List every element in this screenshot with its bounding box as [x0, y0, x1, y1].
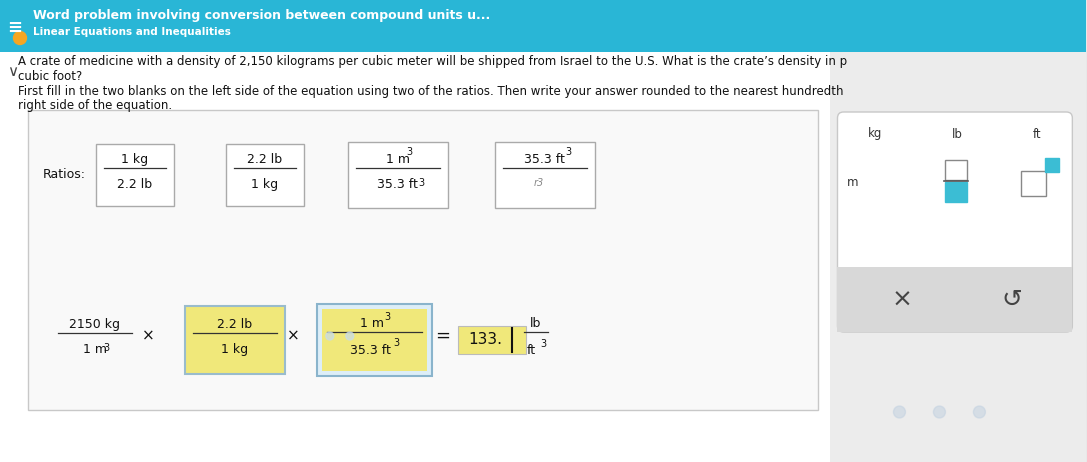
Circle shape: [346, 332, 353, 340]
Text: ×: ×: [892, 287, 913, 311]
Text: 2.2 lb: 2.2 lb: [117, 178, 152, 191]
Text: lb: lb: [530, 317, 541, 330]
Text: ↺: ↺: [1002, 287, 1023, 311]
Text: ×: ×: [141, 328, 154, 344]
Text: 1 kg: 1 kg: [251, 178, 278, 191]
FancyBboxPatch shape: [226, 144, 304, 206]
Text: 133.: 133.: [468, 333, 502, 347]
Text: right side of the equation.: right side of the equation.: [18, 99, 172, 113]
Text: 2.2 lb: 2.2 lb: [217, 318, 252, 331]
Text: 3: 3: [565, 147, 572, 157]
Text: 3: 3: [103, 343, 110, 353]
Text: ∨: ∨: [7, 65, 18, 79]
FancyBboxPatch shape: [946, 160, 967, 180]
Text: Ratios:: Ratios:: [43, 169, 86, 182]
Circle shape: [13, 31, 26, 44]
Text: 1 m: 1 m: [83, 343, 107, 356]
FancyBboxPatch shape: [0, 0, 1086, 52]
Circle shape: [974, 406, 986, 418]
Text: =: =: [435, 327, 450, 345]
Text: ft: ft: [1033, 128, 1041, 140]
Text: 3: 3: [418, 178, 425, 188]
Circle shape: [934, 406, 946, 418]
Text: 2.2 lb: 2.2 lb: [247, 153, 283, 166]
FancyBboxPatch shape: [28, 110, 817, 410]
Text: Word problem involving conversion between compound units u...: Word problem involving conversion betwee…: [33, 10, 490, 23]
Text: ≡: ≡: [7, 19, 22, 37]
FancyBboxPatch shape: [185, 306, 285, 374]
Text: 1 kg: 1 kg: [222, 343, 249, 356]
Text: m: m: [847, 176, 859, 188]
Text: A crate of medicine with a density of 2,150 kilograms per cubic meter will be sh: A crate of medicine with a density of 2,…: [18, 55, 847, 68]
Text: 35.3 ft: 35.3 ft: [350, 344, 391, 357]
Text: ×: ×: [287, 328, 299, 344]
Text: 1 m: 1 m: [360, 317, 384, 330]
Text: 3: 3: [385, 312, 391, 322]
Text: lb: lb: [952, 128, 963, 140]
FancyBboxPatch shape: [0, 52, 1086, 462]
FancyBboxPatch shape: [1022, 171, 1047, 196]
FancyBboxPatch shape: [837, 112, 1073, 332]
FancyBboxPatch shape: [458, 326, 526, 354]
Text: kg: kg: [869, 128, 883, 140]
FancyBboxPatch shape: [0, 52, 1086, 462]
FancyBboxPatch shape: [837, 267, 1073, 332]
FancyBboxPatch shape: [946, 182, 967, 202]
Text: ft: ft: [527, 344, 536, 357]
Text: 1 kg: 1 kg: [122, 153, 149, 166]
FancyBboxPatch shape: [348, 142, 448, 208]
Text: 35.3 ft: 35.3 ft: [377, 178, 418, 191]
Text: 3: 3: [393, 338, 400, 348]
Text: First fill in the two blanks on the left side of the equation using two of the r: First fill in the two blanks on the left…: [18, 85, 844, 98]
FancyBboxPatch shape: [495, 142, 595, 208]
Text: cubic foot?: cubic foot?: [18, 69, 83, 83]
FancyBboxPatch shape: [323, 309, 427, 371]
Circle shape: [894, 406, 905, 418]
FancyBboxPatch shape: [0, 52, 829, 462]
Text: 1 m: 1 m: [386, 153, 410, 166]
Text: 35.3 ft: 35.3 ft: [524, 153, 565, 166]
Circle shape: [326, 332, 334, 340]
Text: 3: 3: [407, 147, 412, 157]
FancyBboxPatch shape: [96, 144, 174, 206]
Text: 3: 3: [540, 339, 547, 349]
Text: Linear Equations and Inequalities: Linear Equations and Inequalities: [33, 27, 230, 37]
Text: 2150 kg: 2150 kg: [70, 318, 121, 331]
FancyBboxPatch shape: [1046, 158, 1060, 172]
FancyBboxPatch shape: [317, 304, 433, 376]
Text: r3: r3: [534, 178, 544, 188]
